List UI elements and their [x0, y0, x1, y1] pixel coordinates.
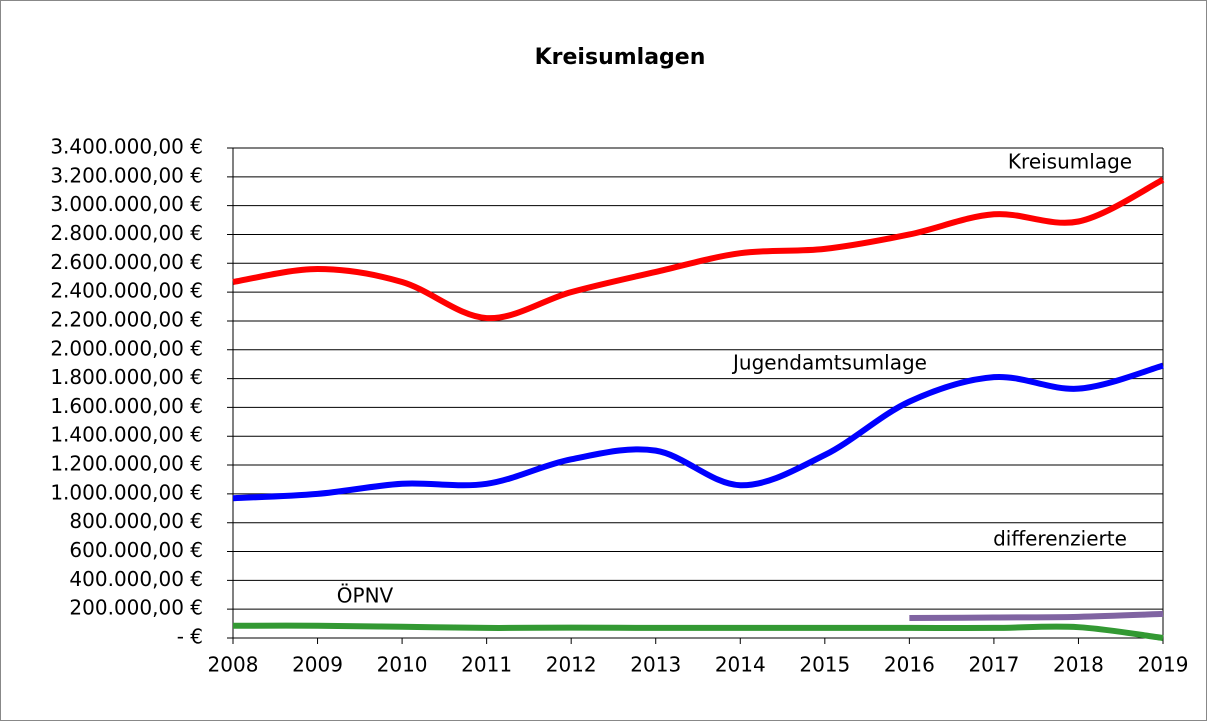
x-tick-label: 2011 — [461, 653, 512, 677]
series-line — [909, 610, 1164, 621]
y-tick-label: 3.000.000,00 € — [50, 192, 203, 216]
y-tick-label: 1.800.000,00 € — [50, 365, 203, 389]
series-line — [232, 177, 1165, 322]
x-tick-label: 2016 — [884, 653, 935, 677]
x-tick-label: 2008 — [208, 653, 259, 677]
y-tick-label: 200.000,00 € — [69, 596, 203, 620]
y-tick-label: 2.600.000,00 € — [50, 250, 203, 274]
chart-title: Kreisumlagen — [535, 45, 706, 70]
x-tick-label: 2017 — [968, 653, 1019, 677]
y-tick-label: 600.000,00 € — [69, 538, 203, 562]
series-label: ÖPNV — [337, 584, 394, 608]
y-tick-label: 2.800.000,00 € — [50, 221, 203, 245]
y-tick-label: - € — [177, 625, 203, 649]
x-tick-label: 2009 — [292, 653, 343, 677]
x-tick-label: 2012 — [546, 653, 597, 677]
x-tick-label: 2014 — [715, 653, 766, 677]
y-tick-label: 800.000,00 € — [69, 509, 203, 533]
y-tick-label: 400.000,00 € — [69, 567, 203, 591]
x-tick-label: 2013 — [630, 653, 681, 677]
x-tick-label: 2010 — [377, 653, 428, 677]
series-label: differenzierte — [993, 527, 1127, 551]
series-line — [232, 362, 1164, 502]
y-tick-label: 1.400.000,00 € — [50, 423, 203, 447]
x-tick-label: 2019 — [1138, 653, 1189, 677]
series-label: Jugendamtsumlage — [731, 351, 927, 375]
series-line — [232, 622, 1164, 641]
series-label: Kreisumlage — [1008, 150, 1132, 174]
x-tick-label: 2015 — [799, 653, 850, 677]
y-tick-label: 2.000.000,00 € — [50, 336, 203, 360]
y-tick-label: 3.400.000,00 € — [50, 135, 203, 159]
y-tick-label: 1.000.000,00 € — [50, 480, 203, 504]
y-tick-label: 1.200.000,00 € — [50, 452, 203, 476]
y-tick-label: 2.200.000,00 € — [50, 307, 203, 331]
y-tick-label: 3.200.000,00 € — [50, 163, 203, 187]
y-tick-label: 2.400.000,00 € — [50, 279, 203, 303]
y-tick-label: 1.600.000,00 € — [50, 394, 203, 418]
x-tick-label: 2018 — [1053, 653, 1104, 677]
